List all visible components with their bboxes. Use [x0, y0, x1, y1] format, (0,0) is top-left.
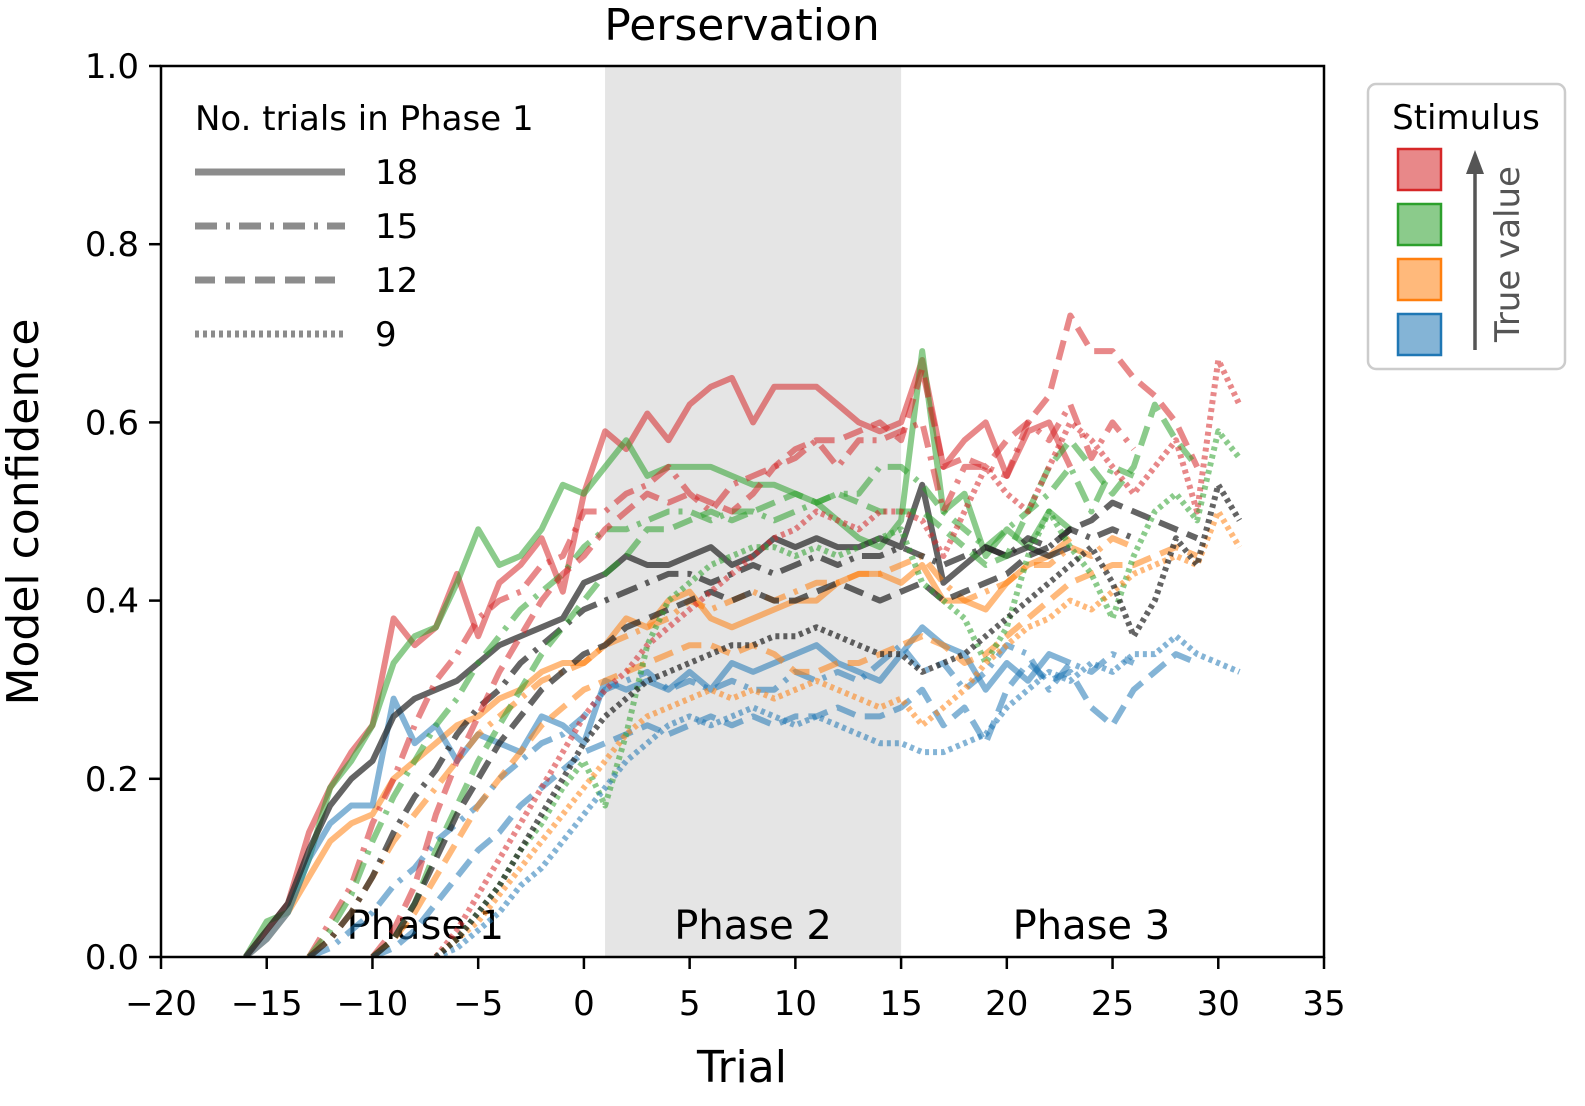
- x-tick-label: 25: [1091, 984, 1134, 1024]
- y-tick-label: 0.0: [85, 938, 139, 978]
- x-tick-label: −20: [125, 984, 197, 1024]
- phase-label: Phase 1: [347, 903, 505, 949]
- x-tick-label: 5: [679, 984, 701, 1024]
- color-legend-swatch: [1396, 312, 1443, 357]
- x-tick-label: 30: [1197, 984, 1240, 1024]
- style-legend-label: 15: [375, 207, 418, 247]
- series-line-green-dashed: [370, 401, 1200, 957]
- series-line-orange-dashdot: [307, 535, 1135, 957]
- x-tick-label: 15: [879, 984, 922, 1024]
- color-legend-swatch: [1396, 202, 1443, 247]
- y-tick-label: 0.4: [85, 582, 139, 622]
- series-line-orange-dashed: [370, 544, 1199, 957]
- phase-label: Phase 3: [1013, 903, 1171, 949]
- y-tick-label: 1.0: [85, 47, 139, 87]
- series-line-red-dashed: [370, 312, 1200, 957]
- style-legend-label: 18: [375, 153, 418, 193]
- series-line-green-dashdot: [306, 463, 1135, 957]
- x-axis-label: Trial: [696, 1042, 787, 1093]
- series-line-blue-dashdot: [307, 642, 1135, 957]
- style-legend-label: 9: [375, 315, 397, 355]
- series-line-black-dotted: [433, 481, 1242, 957]
- true-value-label: True value: [1488, 166, 1528, 343]
- phase-label: Phase 2: [674, 903, 832, 949]
- color-legend: Stimulus True value: [1366, 82, 1567, 371]
- style-legend-label: 12: [375, 261, 418, 301]
- x-tick-label: −10: [337, 984, 409, 1024]
- plot-frame: [159, 64, 1326, 959]
- y-axis-label: Model confidence: [0, 319, 49, 706]
- color-legend-title: Stimulus: [1392, 98, 1540, 138]
- series-line-green-solid: [243, 348, 1073, 957]
- series-lines: [243, 312, 1243, 957]
- x-axis-ticks: −20 −15 −10 −5 0 5 10 15 20 25 30 35: [125, 957, 1346, 1024]
- series-line-blue-solid: [243, 624, 1072, 957]
- x-tick-label: 35: [1302, 984, 1345, 1024]
- x-tick-label: 20: [985, 984, 1028, 1024]
- true-value-arrow-head-icon: [1466, 150, 1484, 174]
- series-line-orange-dotted: [433, 508, 1242, 957]
- y-tick-label: 0.2: [85, 760, 139, 800]
- series-line-black-dashdot: [307, 526, 1135, 957]
- phase-labels: Phase 1 Phase 2 Phase 3: [347, 903, 1171, 949]
- style-legend-title: No. trials in Phase 1: [195, 99, 534, 139]
- x-tick-label: 10: [774, 984, 817, 1024]
- x-tick-label: −5: [453, 984, 503, 1024]
- color-legend-swatch: [1396, 257, 1443, 302]
- y-tick-label: 0.6: [85, 403, 139, 443]
- series-line-green-dotted: [433, 428, 1242, 957]
- style-legend: No. trials in Phase 1 18 15 12 9: [195, 99, 534, 355]
- color-legend-swatch: [1396, 147, 1443, 192]
- series-line-black-dashed: [370, 499, 1199, 957]
- y-tick-label: 0.8: [85, 225, 139, 265]
- x-tick-label: 0: [573, 984, 595, 1024]
- x-tick-label: −15: [231, 984, 303, 1024]
- series-line-red-dashdot: [306, 401, 1137, 957]
- series-line-red-dotted: [433, 357, 1243, 957]
- series-line-blue-dotted: [434, 633, 1241, 957]
- chart-title: Perservation: [604, 0, 880, 51]
- y-axis-ticks: 0.0 0.2 0.4 0.6 0.8 1.0: [85, 47, 161, 978]
